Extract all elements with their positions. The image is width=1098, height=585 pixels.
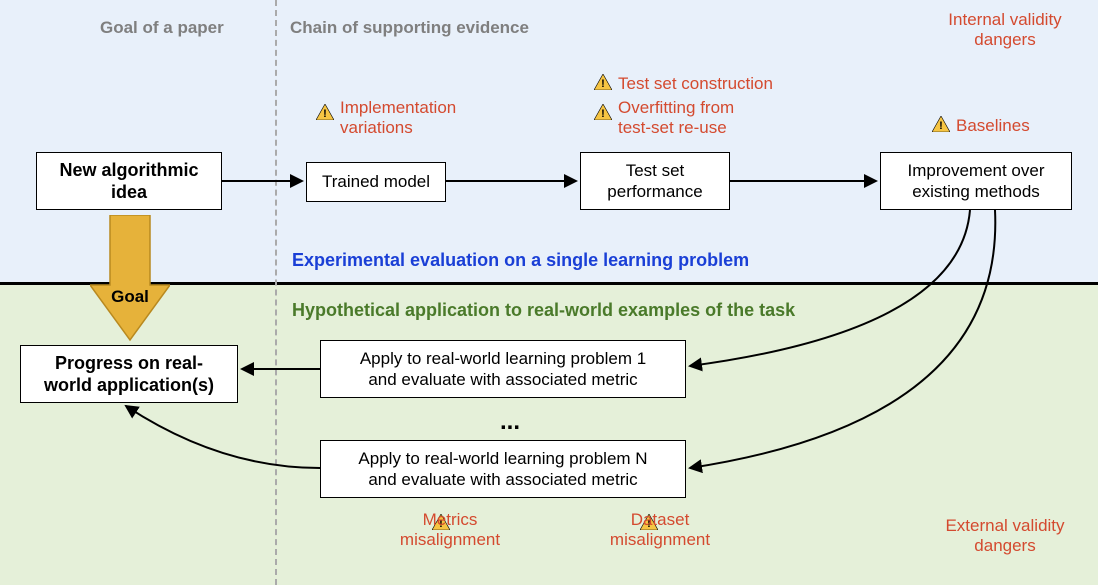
svg-text:!: ! bbox=[601, 78, 605, 90]
vertical-divider bbox=[275, 0, 277, 585]
box-apply-problem-1: Apply to real-world learning problem 1 a… bbox=[320, 340, 686, 398]
ellipsis-icon: ... bbox=[480, 408, 540, 436]
header-goal-of-paper: Goal of a paper bbox=[100, 18, 224, 38]
goal-arrow-label: Goal bbox=[90, 287, 170, 307]
header-internal-validity: Internal validity dangers bbox=[930, 10, 1080, 51]
header-chain-of-evidence: Chain of supporting evidence bbox=[290, 18, 529, 38]
diagram-canvas: Goal of a paper Chain of supporting evid… bbox=[0, 0, 1098, 585]
warning-icon: ! bbox=[594, 74, 612, 90]
box-test-set-performance: Test set performance bbox=[580, 152, 730, 210]
warning-icon: ! bbox=[316, 104, 334, 120]
box-trained-model: Trained model bbox=[306, 162, 446, 202]
danger-dataset-misalignment: Dataset misalignment bbox=[590, 510, 730, 551]
header-external-validity: External validity dangers bbox=[930, 516, 1080, 557]
box-progress-real-world: Progress on real- world application(s) bbox=[20, 345, 238, 403]
box-improvement-over-existing: Improvement over existing methods bbox=[880, 152, 1072, 210]
svg-text:!: ! bbox=[601, 108, 605, 120]
svg-text:!: ! bbox=[939, 120, 943, 132]
danger-baselines: Baselines bbox=[956, 116, 1030, 136]
section-experimental: Experimental evaluation on a single lear… bbox=[292, 250, 749, 271]
danger-metrics-misalignment: Metrics misalignment bbox=[380, 510, 520, 551]
box-apply-problem-n: Apply to real-world learning problem N a… bbox=[320, 440, 686, 498]
danger-implementation-variations: Implementation variations bbox=[340, 98, 456, 139]
warning-icon: ! bbox=[932, 116, 950, 132]
danger-overfitting: Overfitting from test-set re-use bbox=[618, 98, 734, 139]
section-hypothetical: Hypothetical application to real-world e… bbox=[292, 300, 795, 321]
svg-text:!: ! bbox=[323, 108, 327, 120]
warning-icon: ! bbox=[594, 104, 612, 120]
goal-arrow: Goal bbox=[90, 215, 170, 345]
box-new-algorithmic-idea: New algorithmic idea bbox=[36, 152, 222, 210]
danger-test-set-construction: Test set construction bbox=[618, 74, 773, 94]
